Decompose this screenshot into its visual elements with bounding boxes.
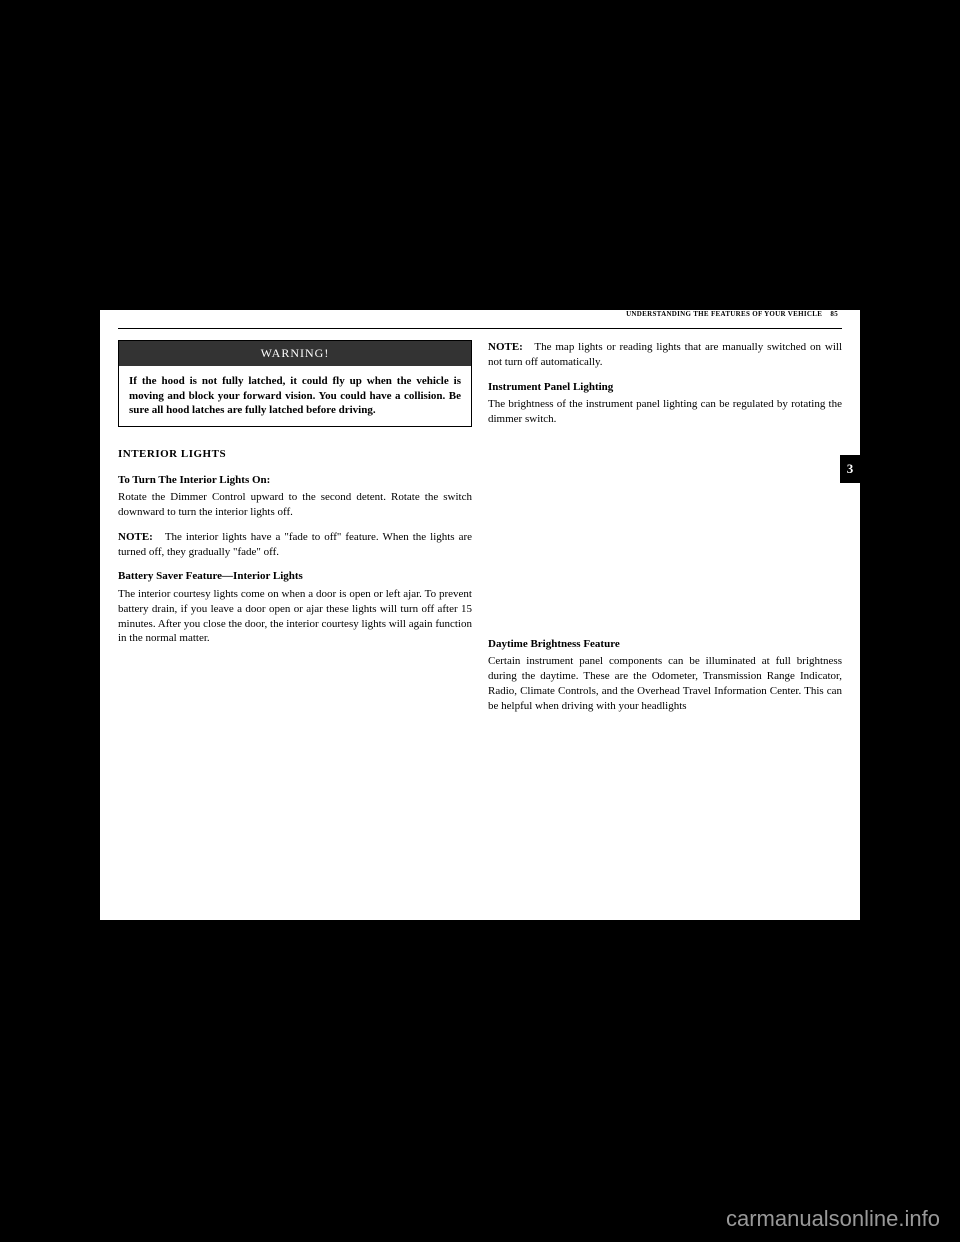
warning-title: WARNING! (119, 341, 471, 366)
subsection-instrument-panel: Instrument Panel Lighting (488, 380, 842, 395)
warning-body: If the hood is not fully latched, it cou… (119, 366, 471, 427)
content-area: WARNING! If the hood is not fully latche… (118, 340, 842, 724)
body-battery-saver: The interior courtesy lights come on whe… (118, 587, 472, 646)
note-fade: NOTE: The interior lights have a "fade t… (118, 530, 472, 560)
image-spacer (488, 437, 842, 637)
body-daytime-brightness: Certain instrument panel components can … (488, 654, 842, 713)
manual-page: UNDERSTANDING THE FEATURES OF YOUR VEHIC… (100, 310, 860, 920)
warning-box: WARNING! If the hood is not fully latche… (118, 340, 472, 427)
note-map-lights: NOTE: The map lights or reading lights t… (488, 340, 842, 370)
note-body: The map lights or reading lights that ar… (488, 341, 842, 368)
header-section-title: UNDERSTANDING THE FEATURES OF YOUR VEHIC… (626, 310, 822, 318)
note-label: NOTE: (118, 531, 153, 543)
subsection-battery-saver: Battery Saver Feature—Interior Lights (118, 569, 472, 584)
note-label: NOTE: (488, 341, 523, 353)
header-rule (118, 328, 842, 330)
subsection-turn-on: To Turn The Interior Lights On: (118, 473, 472, 488)
subsection-daytime-brightness: Daytime Brightness Feature (488, 637, 842, 652)
left-column: WARNING! If the hood is not fully latche… (118, 340, 472, 724)
watermark: carmanualsonline.info (726, 1206, 940, 1232)
section-heading-interior-lights: INTERIOR LIGHTS (118, 447, 472, 462)
page-header: UNDERSTANDING THE FEATURES OF YOUR VEHIC… (622, 310, 842, 318)
body-turn-on: Rotate the Dimmer Control upward to the … (118, 490, 472, 520)
header-page-number: 85 (830, 310, 838, 318)
note-body: The interior lights have a "fade to off"… (118, 531, 472, 558)
body-instrument-panel: The brightness of the instrument panel l… (488, 397, 842, 427)
section-tab: 3 (840, 455, 860, 483)
right-column: NOTE: The map lights or reading lights t… (488, 340, 842, 724)
